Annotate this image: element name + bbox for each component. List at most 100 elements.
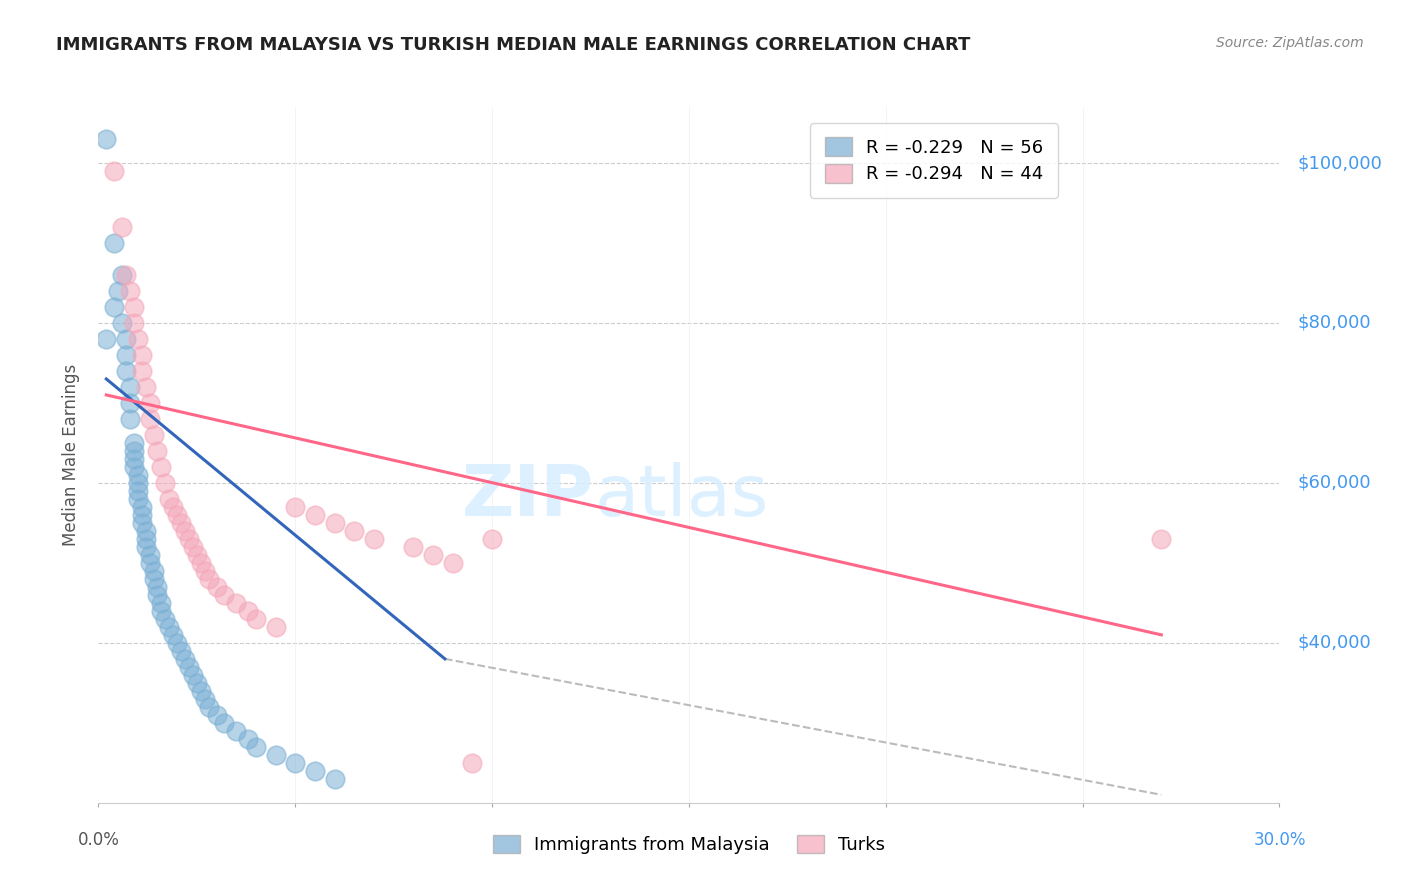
Point <box>131 516 153 530</box>
Point <box>174 652 197 666</box>
Point <box>138 396 160 410</box>
Point <box>115 268 138 282</box>
Point <box>225 596 247 610</box>
Point <box>138 548 160 562</box>
Point <box>127 491 149 506</box>
Text: $80,000: $80,000 <box>1298 314 1371 332</box>
Point <box>284 500 307 514</box>
Point <box>170 516 193 530</box>
Point <box>138 412 160 426</box>
Point <box>127 467 149 482</box>
Point <box>115 348 138 362</box>
Point <box>323 516 346 530</box>
Point <box>111 219 134 234</box>
Point <box>166 636 188 650</box>
Point <box>461 756 484 770</box>
Point <box>122 459 145 474</box>
Point <box>142 428 165 442</box>
Point <box>115 364 138 378</box>
Point <box>284 756 307 770</box>
Point <box>170 644 193 658</box>
Point <box>122 451 145 466</box>
Point <box>135 380 157 394</box>
Point <box>131 500 153 514</box>
Point <box>205 580 228 594</box>
Point <box>138 556 160 570</box>
Point <box>181 668 204 682</box>
Text: $40,000: $40,000 <box>1298 634 1371 652</box>
Point <box>146 588 169 602</box>
Text: $60,000: $60,000 <box>1298 474 1371 491</box>
Point <box>177 532 200 546</box>
Point <box>131 508 153 522</box>
Point <box>135 532 157 546</box>
Text: Source: ZipAtlas.com: Source: ZipAtlas.com <box>1216 36 1364 50</box>
Y-axis label: Median Male Earnings: Median Male Earnings <box>62 364 80 546</box>
Point <box>304 508 326 522</box>
Point <box>343 524 366 538</box>
Point <box>155 475 177 490</box>
Point <box>118 396 141 410</box>
Point <box>245 612 267 626</box>
Point <box>127 475 149 490</box>
Point <box>118 380 141 394</box>
Point <box>205 707 228 722</box>
Point <box>166 508 188 522</box>
Point <box>402 540 425 554</box>
Point <box>264 620 287 634</box>
Point <box>197 572 219 586</box>
Point <box>190 556 212 570</box>
Text: 0.0%: 0.0% <box>77 830 120 848</box>
Point <box>111 316 134 330</box>
Point <box>122 300 145 314</box>
Point <box>107 284 129 298</box>
Point <box>155 612 177 626</box>
Point <box>115 332 138 346</box>
Point <box>135 524 157 538</box>
Point <box>103 164 125 178</box>
Point <box>363 532 385 546</box>
Point <box>103 300 125 314</box>
Point <box>441 556 464 570</box>
Point <box>146 444 169 458</box>
Point <box>118 284 141 298</box>
Point <box>194 564 217 578</box>
Point <box>304 764 326 778</box>
Text: 30.0%: 30.0% <box>1253 830 1306 848</box>
Point <box>122 444 145 458</box>
Point <box>264 747 287 762</box>
Point <box>177 660 200 674</box>
Point <box>481 532 503 546</box>
Point <box>186 676 208 690</box>
Point <box>190 683 212 698</box>
Point <box>157 491 180 506</box>
Point <box>131 348 153 362</box>
Point <box>103 235 125 250</box>
Point <box>245 739 267 754</box>
Point <box>131 364 153 378</box>
Point <box>111 268 134 282</box>
Point <box>186 548 208 562</box>
Point <box>1150 532 1173 546</box>
Point <box>96 132 118 146</box>
Point <box>174 524 197 538</box>
Point <box>181 540 204 554</box>
Text: atlas: atlas <box>595 462 769 531</box>
Text: ZIP: ZIP <box>463 462 595 531</box>
Point <box>118 412 141 426</box>
Point <box>135 540 157 554</box>
Point <box>127 483 149 498</box>
Point <box>142 564 165 578</box>
Point <box>157 620 180 634</box>
Point <box>150 596 173 610</box>
Point <box>122 436 145 450</box>
Point <box>122 316 145 330</box>
Point <box>323 772 346 786</box>
Point <box>150 604 173 618</box>
Point <box>194 691 217 706</box>
Point <box>214 715 236 730</box>
Text: IMMIGRANTS FROM MALAYSIA VS TURKISH MEDIAN MALE EARNINGS CORRELATION CHART: IMMIGRANTS FROM MALAYSIA VS TURKISH MEDI… <box>56 36 970 54</box>
Text: $100,000: $100,000 <box>1298 154 1382 172</box>
Point <box>162 628 184 642</box>
Legend: Immigrants from Malaysia, Turks: Immigrants from Malaysia, Turks <box>484 826 894 863</box>
